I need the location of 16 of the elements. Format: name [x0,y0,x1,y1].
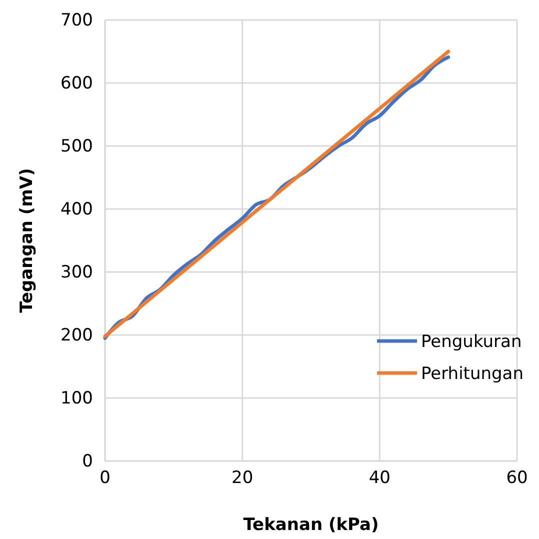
x-tick-label: 20 [232,468,254,488]
legend-label: Perhitungan [421,364,524,384]
y-tick-label: 700 [60,10,93,30]
y-tick-label: 100 [60,388,93,408]
y-tick-label: 200 [60,325,93,346]
x-tick-label: 60 [506,468,528,488]
y-tick-label: 300 [60,262,93,282]
y-tick-label: 0 [82,451,93,472]
y-tick-label: 500 [60,136,93,156]
x-tick-label: 40 [368,468,390,488]
x-tick-label: 0 [100,468,110,488]
legend-label: Pengukuran [421,332,522,352]
y-axis-title: Tegangan (mV) [17,168,37,313]
y-tick-label: 600 [60,73,93,94]
y-tick-label: 400 [60,199,93,220]
x-axis-title: Tekanan (kPa) [243,515,379,535]
